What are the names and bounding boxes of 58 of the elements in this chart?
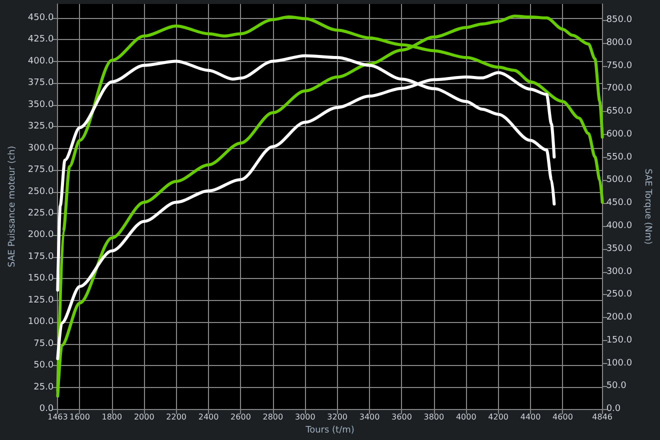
y-tick-label: 0.0	[39, 404, 54, 414]
y2-tick-label: 250.0	[606, 290, 632, 300]
x-tick-label: 2800	[262, 412, 284, 422]
y2-tick-label: 650.0	[606, 106, 632, 117]
x-tick-label: 1800	[102, 412, 122, 422]
x-tick-label: 4846	[592, 412, 613, 422]
y2-axis-title: SAE Torque (Nm)	[642, 168, 652, 245]
y-tick-label: 100.0	[28, 317, 54, 328]
y-tick-label: 350.0	[28, 100, 54, 110]
x-tick-label: 4400	[520, 412, 541, 422]
y-tick-label: 450.0	[28, 12, 54, 23]
x-tick-label: 3400	[359, 412, 380, 422]
x-tick-label: 1463	[47, 412, 68, 422]
y2-tick-label: 500.0	[606, 175, 632, 186]
x-tick-label: 2000	[134, 412, 154, 422]
x-tick-label: 3800	[424, 412, 444, 422]
y2-tick-label: 700.0	[606, 84, 632, 94]
y-tick-label: 325.0	[28, 122, 54, 132]
x-tick-label: 4600	[552, 412, 573, 422]
y-axis-title: SAE Puissance moteur (ch)	[8, 146, 18, 268]
y2-tick-label: 750.0	[606, 60, 632, 71]
x-tick-label: 3600	[392, 412, 412, 422]
y-tick-label: 25.0	[34, 382, 54, 392]
x-tick-label: 3000	[294, 412, 316, 422]
x-tick-label: 4200	[488, 412, 509, 422]
y2-tick-label: 50.0	[606, 381, 627, 392]
y-tick-label: 300.0	[28, 143, 54, 154]
x-tick-label: 2600	[230, 412, 251, 422]
y-tick-label: 125.0	[28, 295, 54, 306]
x-axis-title: Tours (t/m)	[304, 426, 354, 436]
y2-tick-label: 200.0	[606, 312, 632, 323]
x-tick-label: 2200	[166, 412, 187, 422]
y-tick-label: 200.0	[28, 230, 54, 240]
y-tick-label: 425.0	[28, 34, 54, 45]
y-tick-label: 75.0	[34, 338, 54, 349]
x-tick-label: 4000	[456, 412, 476, 422]
y2-tick-label: 400.0	[606, 221, 632, 232]
y2-tick-label: 150.0	[606, 335, 632, 346]
y-tick-label: 250.0	[28, 186, 54, 197]
y-tick-label: 375.0	[28, 78, 54, 88]
y-tick-label: 225.0	[28, 208, 54, 219]
y2-tick-label: 100.0	[606, 358, 632, 368]
y2-tick-label: 550.0	[606, 152, 632, 162]
x-tick-label: 2400	[198, 412, 219, 422]
x-tick-label: 3200	[327, 412, 348, 422]
y2-tick-label: 0.0	[606, 404, 621, 414]
y-tick-label: 275.0	[28, 165, 54, 176]
y2-tick-label: 600.0	[606, 129, 632, 140]
y-tick-label: 400.0	[28, 56, 54, 66]
y-tick-label: 150.0	[28, 274, 54, 284]
y2-tick-label: 850.0	[606, 15, 632, 26]
y-tick-label: 175.0	[28, 252, 54, 262]
x-tick-label: 1600	[70, 412, 90, 422]
y2-tick-label: 350.0	[606, 244, 632, 254]
y2-tick-label: 800.0	[606, 38, 632, 48]
y-tick-label: 50.0	[34, 360, 54, 371]
y2-tick-label: 300.0	[606, 266, 632, 277]
y2-tick-label: 450.0	[606, 198, 632, 208]
